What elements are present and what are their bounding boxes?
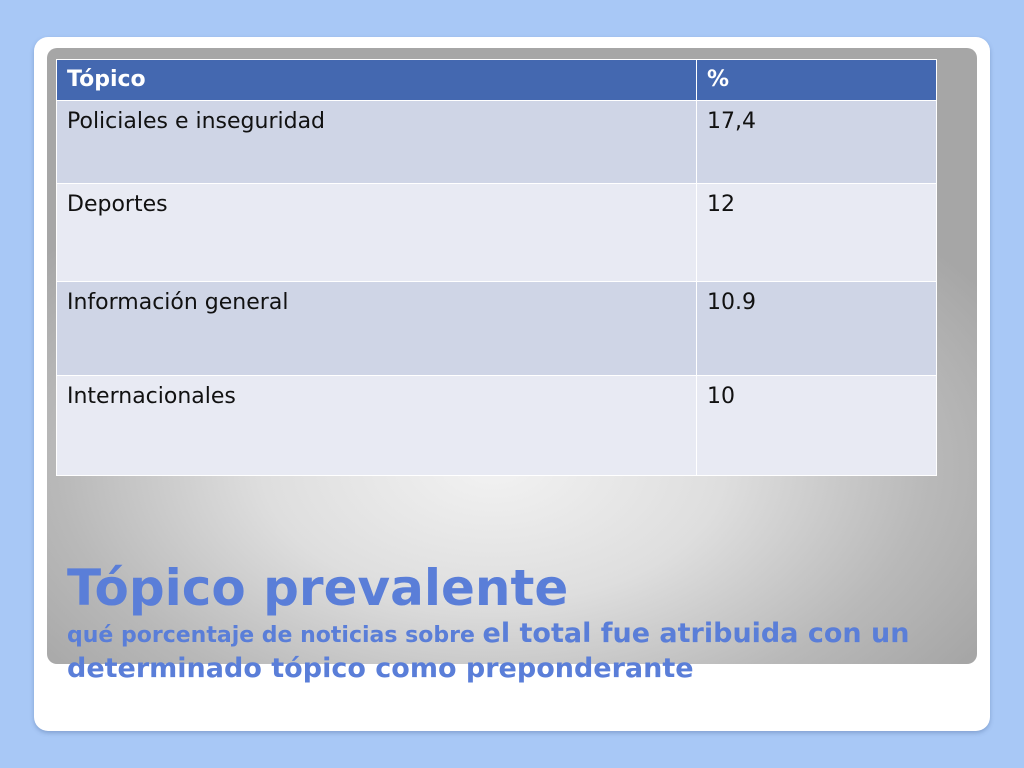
cell-topic: Internacionales xyxy=(56,375,697,476)
cell-topic: Información general xyxy=(56,281,697,376)
table-header-row: Tópico % xyxy=(56,59,937,101)
table-row: Deportes 12 xyxy=(56,183,937,282)
header-topic: Tópico xyxy=(56,59,697,101)
cell-topic: Policiales e inseguridad xyxy=(56,100,697,184)
table-row: Información general 10.9 xyxy=(56,281,937,376)
cell-topic: Deportes xyxy=(56,183,697,282)
subtitle-part-2: el total fue atribuida con un determinad… xyxy=(67,618,910,684)
cell-percent: 17,4 xyxy=(696,100,937,184)
title-block: Tópico prevalente qué porcentaje de noti… xyxy=(67,558,967,688)
table-row: Internacionales 10 xyxy=(56,375,937,476)
cell-percent: 10.9 xyxy=(696,281,937,376)
topic-table: Tópico % Policiales e inseguridad 17,4 D… xyxy=(56,59,937,476)
slide-subtitle: qué porcentaje de noticias sobre el tota… xyxy=(67,618,967,688)
cell-percent: 10 xyxy=(696,375,937,476)
table-row: Policiales e inseguridad 17,4 xyxy=(56,100,937,184)
cell-percent: 12 xyxy=(696,183,937,282)
slide-title: Tópico prevalente xyxy=(67,559,569,617)
header-percent: % xyxy=(696,59,937,101)
subtitle-part-1: qué porcentaje de noticias sobre xyxy=(67,623,483,648)
